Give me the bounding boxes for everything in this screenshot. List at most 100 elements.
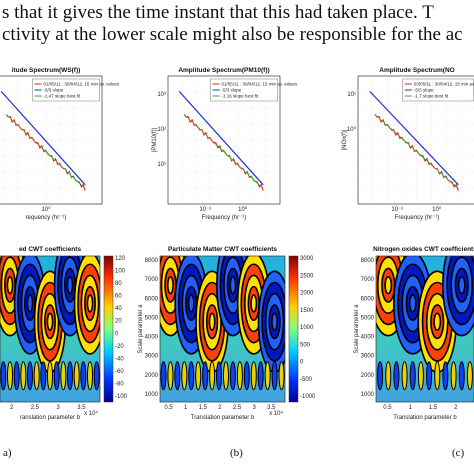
- small-contour: [458, 361, 465, 391]
- heatmap-frame: [0, 255, 101, 403]
- legend-label: -1.47 slope best fit: [44, 94, 82, 99]
- contour: [86, 294, 94, 313]
- plot-title: Amplitude Spectrum(NO: [379, 67, 454, 74]
- small-contour: [257, 361, 264, 391]
- small-contour: [222, 361, 229, 391]
- y-tick-label: 4000: [145, 335, 159, 341]
- y-tick-label: 7000: [145, 277, 159, 283]
- colorbar-tick-label: -40: [115, 356, 124, 362]
- contour: [166, 276, 174, 295]
- plot-title: Amplitude Spectrum(PM10(f)): [178, 67, 269, 74]
- contour: [408, 294, 417, 313]
- y-tick-label: 5000: [361, 315, 375, 321]
- small-contour: [250, 361, 257, 391]
- heatmap: [160, 256, 285, 402]
- x-tick-label: 2: [10, 405, 14, 411]
- y-tick-label: 10¹: [157, 162, 166, 168]
- x-tick-label: 3: [253, 405, 257, 411]
- legend-label: 03/05/11 : 30/04/12, 15 min av. values: [414, 82, 474, 87]
- x-tick-label: 10⁻²: [391, 207, 403, 213]
- small-contour: [188, 361, 195, 391]
- contour: [433, 312, 442, 331]
- y-tick-label: 10⁰: [347, 126, 357, 133]
- contour: [208, 312, 216, 331]
- y-tick-label: 5000: [145, 315, 159, 321]
- caption-label: a): [3, 447, 12, 459]
- y-tick-label: 3000: [361, 354, 375, 360]
- x-tick-label: 1: [409, 405, 413, 411]
- y-tick-label: 8000: [361, 258, 375, 264]
- small-contour: [20, 361, 27, 391]
- small-contour: [167, 361, 174, 391]
- colorbar-tick-label: 1500: [300, 308, 314, 314]
- small-contour: [434, 361, 441, 391]
- legend-label: -5/3 slope: [44, 88, 64, 93]
- colorbar-tick-label: -500: [300, 377, 313, 383]
- x-tick-label: 2.5: [31, 405, 40, 411]
- legend-box: [210, 78, 278, 102]
- legend-label: -1.7 slope best fit: [414, 94, 449, 99]
- x-tick-label: 1: [184, 405, 188, 411]
- y-axis-label: Scale parameter a: [354, 304, 360, 354]
- small-contour: [385, 361, 392, 391]
- small-contour: [73, 361, 80, 391]
- x-tick-label: 3: [56, 405, 60, 411]
- legend-label: 01/05/11 : 30/04/12, 15 min av. values: [44, 82, 120, 87]
- fit-line: [5, 114, 86, 189]
- y-tick-label: 10³: [157, 92, 166, 98]
- legend-label: -5/3 slope: [414, 88, 434, 93]
- colorbar-tick-label: 60: [115, 294, 122, 300]
- body-text-line: s that it gives the time instant that th…: [2, 2, 434, 23]
- plot-title: itude Spectrum(WS(f)): [12, 67, 81, 74]
- x-axis-label: Translation parameter b: [393, 415, 457, 421]
- small-contour: [53, 361, 60, 391]
- small-contour: [60, 361, 67, 391]
- small-contour: [174, 361, 181, 391]
- colorbar-tick-label: -1000: [300, 394, 316, 400]
- small-contour: [466, 361, 473, 391]
- small-contour: [181, 361, 188, 391]
- small-contour: [409, 361, 416, 391]
- small-contour: [229, 361, 236, 391]
- small-contour: [417, 361, 424, 391]
- small-contour: [401, 361, 408, 391]
- y-tick-label: 1000: [145, 392, 159, 398]
- colorbar-tick-label: 3000: [300, 256, 314, 262]
- colorbar-tick-label: -60: [115, 369, 124, 375]
- x-exponent: x 10⁴: [84, 410, 98, 417]
- slope-line: [178, 90, 264, 186]
- legend-label: 01/05/11 : 30/04/12, 15 min av. values: [222, 82, 298, 87]
- small-contour: [377, 361, 384, 391]
- small-contour: [264, 361, 271, 391]
- colorbar-tick-label: -20: [115, 344, 124, 350]
- x-tick-label: 1.5: [429, 405, 438, 411]
- small-contour: [87, 361, 93, 391]
- heatmap-frame: [159, 255, 286, 403]
- colorbar-tick-label: 0: [300, 360, 304, 366]
- colorbar-tick-label: 2500: [300, 273, 314, 279]
- legend-label: -1.16 slope best fit: [222, 94, 260, 99]
- small-contour: [195, 361, 202, 391]
- y-tick-label: 2000: [145, 373, 159, 379]
- small-contour: [450, 361, 457, 391]
- small-contour: [33, 361, 40, 391]
- legend-label: -5/3 slope: [222, 88, 242, 93]
- caption-label: (b): [230, 447, 243, 459]
- plot-title: Particulate Matter CWT coefficients: [168, 246, 277, 253]
- small-contour: [243, 361, 250, 391]
- small-contour: [426, 361, 433, 391]
- small-contour: [278, 361, 285, 391]
- small-contour: [7, 361, 13, 391]
- fit-line: [374, 114, 459, 189]
- colorbar-tick-label: 0: [115, 331, 119, 337]
- y-tick-label: 3000: [145, 354, 159, 360]
- x-tick-label: 2: [454, 405, 458, 411]
- x-tick-label: 2: [218, 405, 222, 411]
- y-axis-label: Scale parameter a: [138, 304, 144, 354]
- heatmap-content: [0, 256, 100, 402]
- x-tick-label: 1.5: [199, 405, 208, 411]
- heatmap-content: [376, 256, 474, 402]
- colorbar: [288, 255, 299, 403]
- y-tick-label: 7000: [361, 277, 375, 283]
